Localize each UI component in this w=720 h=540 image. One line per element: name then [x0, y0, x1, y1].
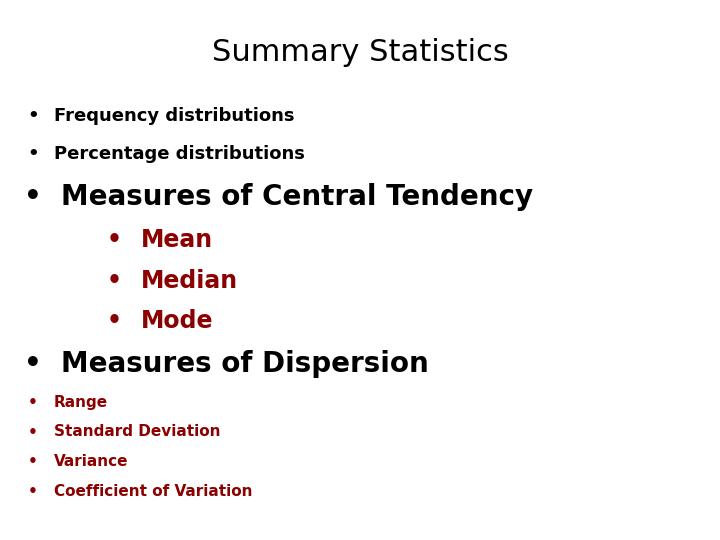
Text: •: •	[24, 350, 42, 379]
Text: Standard Deviation: Standard Deviation	[54, 424, 220, 440]
Text: •: •	[107, 269, 122, 293]
Text: •: •	[27, 395, 37, 410]
Text: •: •	[27, 454, 37, 469]
Text: •: •	[27, 107, 39, 125]
Text: Measures of Central Tendency: Measures of Central Tendency	[61, 183, 534, 211]
Text: •: •	[107, 309, 122, 333]
Text: Median: Median	[140, 269, 238, 293]
Text: •: •	[107, 228, 122, 252]
Text: Percentage distributions: Percentage distributions	[54, 145, 305, 163]
Text: Range: Range	[54, 395, 108, 410]
Text: Measures of Dispersion: Measures of Dispersion	[61, 350, 429, 379]
Text: •: •	[27, 484, 37, 499]
Text: Variance: Variance	[54, 454, 128, 469]
Text: Mode: Mode	[140, 309, 213, 333]
Text: Summary Statistics: Summary Statistics	[212, 38, 508, 67]
Text: •: •	[27, 424, 37, 440]
Text: •: •	[24, 183, 42, 211]
Text: •: •	[27, 145, 39, 163]
Text: Mean: Mean	[140, 228, 212, 252]
Text: Frequency distributions: Frequency distributions	[54, 107, 294, 125]
Text: Coefficient of Variation: Coefficient of Variation	[54, 484, 253, 499]
